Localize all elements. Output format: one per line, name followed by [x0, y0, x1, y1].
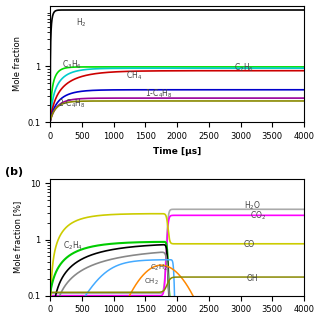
X-axis label: Time [μs]: Time [μs] — [153, 147, 201, 156]
Text: C$_2$H$_6$: C$_2$H$_6$ — [234, 61, 254, 74]
Text: C$_2$H$_4$: C$_2$H$_4$ — [63, 240, 83, 252]
Text: 2-C$_4$H$_8$: 2-C$_4$H$_8$ — [59, 98, 86, 110]
Text: 1-C$_4$H$_8$: 1-C$_4$H$_8$ — [145, 88, 173, 100]
Text: CO: CO — [244, 240, 255, 249]
Text: C$_3$H$_6$: C$_3$H$_6$ — [62, 59, 82, 71]
Text: CH$_2$: CH$_2$ — [144, 276, 159, 287]
Text: CO$_2$: CO$_2$ — [250, 209, 266, 222]
Text: (b): (b) — [4, 167, 23, 177]
Text: H$_2$: H$_2$ — [76, 16, 86, 29]
Y-axis label: Mole fraction: Mole fraction — [13, 36, 22, 92]
Text: OH: OH — [247, 274, 259, 283]
Y-axis label: Mole fraction [%]: Mole fraction [%] — [13, 201, 22, 274]
Text: C$_2$H$_2$: C$_2$H$_2$ — [150, 263, 169, 273]
Text: H$_2$O: H$_2$O — [244, 199, 261, 212]
Text: CH$_4$: CH$_4$ — [126, 69, 142, 82]
